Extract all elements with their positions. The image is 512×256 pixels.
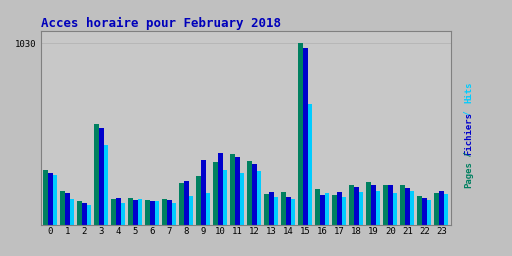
Bar (230, 154, 235, 225)
Bar (443, 194, 448, 225)
Bar (252, 164, 257, 225)
Bar (44, 170, 48, 225)
Bar (358, 192, 363, 225)
Bar (332, 195, 337, 225)
Bar (188, 196, 193, 225)
Bar (87, 205, 91, 225)
Bar (388, 185, 393, 225)
Bar (94, 124, 99, 225)
Bar (116, 198, 121, 225)
Bar (282, 192, 286, 225)
Bar (371, 185, 375, 225)
Bar (349, 185, 354, 225)
Bar (82, 203, 87, 225)
Bar (214, 163, 218, 225)
Bar (290, 199, 295, 225)
Bar (426, 200, 431, 225)
Bar (393, 193, 397, 225)
Text: Acces horaire pour February 2018: Acces horaire pour February 2018 (41, 16, 281, 29)
Bar (400, 185, 405, 225)
Bar (103, 145, 108, 225)
Bar (65, 193, 70, 225)
Bar (197, 176, 201, 225)
Bar (337, 192, 342, 225)
Bar (273, 197, 278, 225)
Text: Hits: Hits (464, 81, 473, 103)
Text: /: / (464, 105, 473, 121)
Bar (133, 200, 138, 225)
Bar (247, 161, 252, 225)
Bar (235, 157, 240, 225)
Bar (201, 160, 205, 225)
Bar (129, 198, 133, 225)
Bar (375, 191, 380, 225)
Bar (410, 191, 414, 225)
Bar (439, 191, 443, 225)
Bar (269, 192, 273, 225)
Bar (354, 187, 358, 225)
Bar (145, 200, 150, 225)
Bar (218, 153, 223, 225)
Bar (303, 48, 308, 225)
Bar (155, 201, 159, 225)
Bar (405, 188, 410, 225)
Bar (286, 197, 290, 225)
Bar (138, 199, 142, 225)
Text: Pages: Pages (464, 161, 473, 187)
Bar (172, 203, 176, 225)
Bar (53, 175, 57, 225)
Bar (257, 171, 261, 225)
Bar (308, 104, 312, 225)
Bar (162, 199, 167, 225)
Bar (325, 193, 329, 225)
Bar (77, 201, 82, 225)
Text: Fichiers: Fichiers (464, 112, 473, 155)
Bar (184, 181, 188, 225)
Bar (422, 198, 426, 225)
Bar (298, 43, 303, 225)
Bar (60, 191, 65, 225)
Bar (240, 173, 244, 225)
Bar (434, 193, 439, 225)
Bar (205, 193, 210, 225)
Bar (367, 183, 371, 225)
Bar (223, 169, 227, 225)
Bar (417, 196, 422, 225)
Bar (70, 199, 74, 225)
Bar (167, 200, 172, 225)
Bar (150, 201, 155, 225)
Bar (121, 203, 125, 225)
Bar (112, 199, 116, 225)
Bar (320, 195, 325, 225)
Bar (48, 174, 53, 225)
Bar (99, 128, 103, 225)
Bar (315, 189, 320, 225)
Text: /: / (464, 146, 473, 162)
Bar (264, 194, 269, 225)
Bar (342, 197, 346, 225)
Bar (383, 185, 388, 225)
Bar (179, 183, 184, 225)
